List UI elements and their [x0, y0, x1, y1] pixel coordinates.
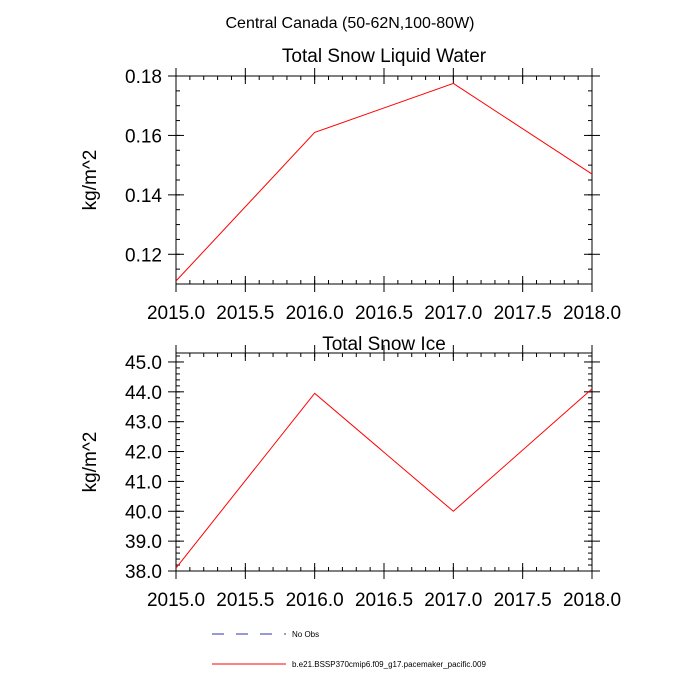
x-tick-label: 2015.5: [216, 303, 274, 324]
x-tick-label: 2017.0: [424, 303, 482, 324]
plot-frame: [175, 75, 593, 285]
chart-title: Total Snow Ice: [322, 334, 446, 355]
y-tick-label: 43.0: [125, 413, 162, 434]
plot-frame: [175, 352, 593, 572]
x-tick-label: 2016.5: [355, 303, 413, 324]
x-tick-label: 2016.5: [355, 590, 413, 611]
x-tick-label: 2016.0: [286, 590, 344, 611]
x-tick-label: 2017.5: [494, 303, 552, 324]
y-tick-label: 0.12: [125, 245, 162, 266]
chart-title: Total Snow Liquid Water: [282, 46, 487, 67]
y-tick-label: 0.14: [125, 186, 162, 207]
y-tick-label: 38.0: [125, 562, 162, 583]
chart-panels: Total Snow Liquid Water kg/m^2 2015.0 2015.…: [80, 46, 621, 611]
y-tick-label: 39.0: [125, 532, 162, 553]
y-tick-label: 0.18: [125, 67, 162, 88]
y-tick-label: 41.0: [125, 472, 162, 493]
x-tick-label: 2017.5: [494, 590, 552, 611]
x-tick-label: 2015.0: [147, 590, 205, 611]
chart-panel-1: Total Snow Liquid Water kg/m^2 2015.0 2015.…: [80, 46, 621, 324]
x-tick-label: 2015.0: [147, 303, 205, 324]
chart-panel-2: Total Snow Ice kg/m^2 2015.0 2015.5 2016.0 20…: [80, 334, 621, 611]
y-tick-label: 42.0: [125, 443, 162, 464]
x-tick-label: 2015.5: [216, 590, 274, 611]
x-tick-label: 2018.0: [563, 303, 621, 324]
x-tick-label: 2018.0: [563, 590, 621, 611]
x-tick-label: 2016.0: [286, 303, 344, 324]
y-tick-label: 44.0: [125, 383, 162, 404]
legend-label: No Obs: [292, 630, 319, 639]
legend: No Obs b.e21.BSSP370cmip6.f09_g17.pacemak…: [212, 630, 486, 669]
legend-entry: b.e21.BSSP370cmip6.f09_g17.pacemaker_pac…: [212, 660, 486, 669]
legend-label: b.e21.BSSP370cmip6.f09_g17.pacemaker_pac…: [292, 660, 486, 669]
series-line: [175, 82, 593, 282]
legend-entry: No Obs: [212, 630, 319, 639]
figure-suptitle: Central Canada (50-62N,100-80W): [225, 15, 474, 32]
y-tick-label: 0.16: [125, 126, 162, 147]
y-tick-label: 40.0: [125, 502, 162, 523]
y-axis-label: kg/m^2: [80, 150, 101, 211]
y-axis-label: kg/m^2: [80, 432, 101, 493]
y-tick-label: 45.0: [125, 353, 162, 374]
x-tick-label: 2017.0: [424, 590, 482, 611]
series-line: [175, 388, 593, 569]
